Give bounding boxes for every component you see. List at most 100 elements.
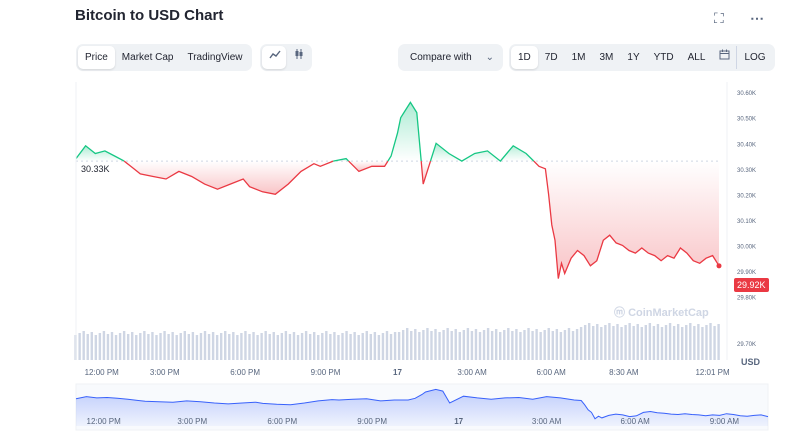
volume-bar: [616, 324, 619, 360]
volume-bar: [224, 331, 227, 360]
compare-with-dropdown[interactable]: Compare with ⌄: [398, 44, 503, 71]
volume-bar: [228, 334, 231, 360]
volume-bar: [199, 333, 203, 360]
volume-bar: [393, 332, 397, 360]
volume-bar: [636, 324, 639, 360]
volume-bar: [608, 323, 611, 360]
volume-bar: [434, 329, 437, 360]
navigator-tick-label: 3:00 PM: [177, 417, 207, 426]
volume-bar: [377, 335, 381, 360]
x-axis: 12:00 PM 3:00 PM 6:00 PM 9:00 PM 17 3:00 AM 6:…: [85, 368, 730, 377]
volume-bar: [462, 330, 466, 360]
volume-bar: [567, 328, 571, 360]
calendar-icon[interactable]: [712, 46, 736, 69]
x-tick-label: 3:00 PM: [150, 368, 180, 377]
navigator-line: [75, 388, 769, 420]
tab-market-cap[interactable]: Market Cap: [121, 52, 174, 63]
volume-bar: [86, 334, 89, 360]
volume-bar: [203, 331, 207, 360]
range-3m[interactable]: 3M: [599, 52, 614, 63]
volume-bar: [523, 330, 526, 360]
volume-bar: [519, 332, 522, 360]
volume-bar: [446, 328, 449, 360]
line-chart-icon[interactable]: [262, 46, 286, 69]
chart-type-toggle: [260, 44, 312, 71]
range-selector: 1D 7D 1M 3M 1Y YTD ALL LOG: [509, 44, 775, 71]
volume-bar: [709, 323, 712, 360]
volume-bar: [511, 331, 514, 360]
log-toggle[interactable]: LOG: [736, 46, 772, 69]
volume-bar: [365, 331, 368, 360]
volume-bar: [183, 331, 186, 360]
candlestick-icon[interactable]: [286, 46, 310, 69]
volume-bar: [410, 331, 413, 360]
volume-bar: [276, 335, 280, 360]
range-1d[interactable]: 1D: [511, 46, 538, 69]
tab-tradingview[interactable]: TradingView: [187, 52, 243, 63]
y-tick-label: 29.70K: [737, 342, 756, 348]
price-area-up: [430, 143, 534, 162]
watermark-text: CoinMarketCap: [628, 307, 709, 319]
volume-bar: [179, 333, 182, 360]
volume-bar: [159, 333, 162, 360]
price-line-down: [123, 160, 334, 195]
tab-price[interactable]: Price: [78, 46, 115, 69]
volume-bar: [381, 333, 385, 360]
volume-bar: [345, 331, 348, 360]
volume-bar: [600, 327, 603, 360]
volume-bar: [236, 335, 239, 360]
volume-bar: [329, 334, 332, 360]
volume-bar: [648, 323, 652, 360]
expand-icon[interactable]: ⛶: [714, 10, 724, 26]
cmc-logo-icon: ⓜ: [614, 307, 625, 319]
volume-bar: [349, 334, 352, 360]
volume-bar: [660, 327, 664, 360]
compare-label: Compare with: [410, 52, 472, 63]
navigator: 12:00 PM 3:00 PM 6:00 PM 9:00 PM 17 3:00 AM 6:…: [75, 383, 769, 431]
volume-bar: [426, 328, 429, 360]
price-line-down: [348, 160, 389, 173]
volume-bar: [689, 323, 692, 360]
volume-bar: [713, 326, 716, 360]
navigator-tick-label: 6:00 PM: [267, 417, 297, 426]
view-tabs: Price Market Cap TradingView: [76, 44, 252, 71]
volume-bar: [482, 330, 486, 360]
volume-bar: [260, 333, 263, 360]
range-all[interactable]: ALL: [687, 52, 706, 63]
volume-bar: [163, 331, 166, 360]
volume-bar: [135, 335, 138, 360]
volume-bar: [571, 331, 575, 360]
price-area-down: [124, 161, 334, 195]
more-icon[interactable]: ⋯: [750, 10, 764, 26]
volume-bar: [369, 334, 373, 360]
navigator-track: [75, 383, 769, 431]
volume-bar: [478, 332, 482, 360]
volume-bar: [106, 334, 110, 360]
range-7d[interactable]: 7D: [544, 52, 558, 63]
range-1y[interactable]: 1Y: [627, 52, 640, 63]
chart-title: Bitcoin to USD Chart: [75, 7, 224, 24]
price-area-up: [387, 102, 422, 162]
volume-bar: [406, 328, 409, 360]
volume-bar: [531, 331, 534, 360]
volume-bar: [438, 332, 441, 360]
volume-bar: [551, 331, 554, 360]
volume-bar: [256, 335, 259, 360]
volume-bar: [701, 327, 704, 360]
volume-bar: [98, 333, 102, 360]
price-line-up: [333, 157, 350, 162]
volume-bar: [458, 332, 461, 360]
price-line-up: [75, 144, 125, 162]
range-ytd[interactable]: YTD: [653, 52, 674, 63]
navigator-tick-label: 12:00 PM: [87, 417, 122, 426]
price-area-down: [533, 161, 719, 279]
y-tick-label: 30.50K: [737, 117, 756, 123]
volume-bar: [312, 332, 316, 360]
volume-bar: [555, 329, 559, 360]
range-1m[interactable]: 1M: [571, 52, 586, 63]
volume-bar: [353, 332, 356, 360]
volume-bar: [575, 329, 579, 360]
volume-bar: [676, 324, 680, 360]
volume-bar: [122, 331, 126, 360]
volume-bar: [171, 332, 174, 360]
